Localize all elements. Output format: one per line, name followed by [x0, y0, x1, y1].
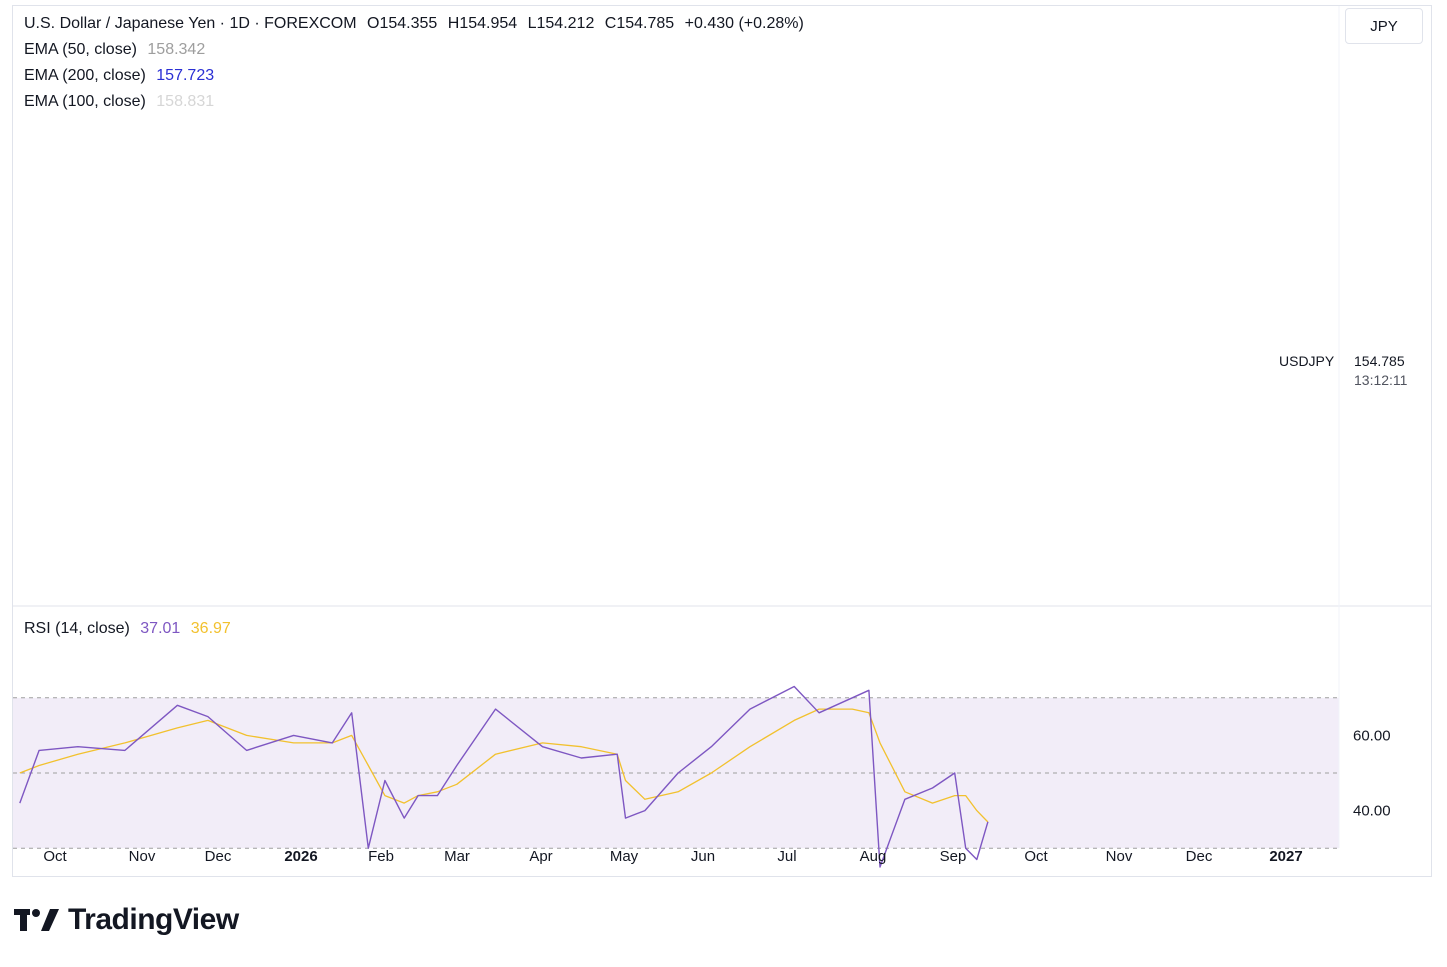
last-price-symbol: USDJPY: [1279, 353, 1335, 369]
chart-canvas[interactable]: 166.000162.000160.000158.000148.000146.0…: [13, 6, 1431, 876]
change-value: +0.430 (+0.28%): [684, 15, 804, 32]
rsi-legend[interactable]: RSI (14, close) 37.01 36.97: [24, 619, 237, 639]
time-axis-label: Nov: [1106, 848, 1133, 865]
time-axis-label: Mar: [444, 848, 470, 865]
chart-frame: 166.000162.000160.000158.000148.000146.0…: [12, 5, 1432, 877]
rsi-scale-label: 40.00: [1353, 803, 1391, 820]
rsi-scale-label: 60.00: [1353, 727, 1391, 744]
time-axis-label: Apr: [529, 848, 552, 865]
time-axis-label: Feb: [368, 848, 394, 865]
ema100-legend[interactable]: EMA (100, close) 158.831: [24, 92, 220, 112]
low-value: L154.212: [527, 15, 595, 32]
ema50-value: 158.342: [147, 41, 206, 58]
ema50-legend[interactable]: EMA (50, close) 158.342: [24, 40, 211, 60]
rsi-line: [19, 685, 989, 868]
ema200-legend[interactable]: EMA (200, close) 157.723: [24, 66, 220, 86]
brand-name: TradingView: [68, 903, 239, 936]
rsi-value: 37.01: [140, 620, 181, 637]
time-axis-label: Jun: [691, 848, 715, 865]
ema100-value: 158.831: [156, 93, 215, 110]
ema100-label: EMA (100, close): [24, 93, 146, 110]
time-axis-label: Dec: [205, 848, 232, 865]
ema200-label: EMA (200, close): [24, 67, 146, 84]
time-axis-label: Sep: [940, 848, 967, 865]
time-axis-label: Dec: [1186, 848, 1213, 865]
close-value: C154.785: [604, 15, 675, 32]
tradingview-logo-icon: [14, 909, 59, 931]
tradingview-logo[interactable]: TradingView: [14, 903, 239, 937]
high-value: H154.954: [447, 15, 518, 32]
rsi-ma-line: [19, 708, 989, 823]
ema200-value: 157.723: [156, 67, 215, 84]
time-axis-label: 2027: [1269, 848, 1302, 865]
last-price-countdown: 13:12:11: [1354, 372, 1408, 388]
rsi-label: RSI (14, close): [24, 620, 130, 637]
rsi-ma-value: 36.97: [190, 620, 231, 637]
time-axis-label: May: [610, 848, 639, 865]
time-axis-label: Nov: [129, 848, 156, 865]
ema50-label: EMA (50, close): [24, 41, 137, 58]
time-axis-label: Aug: [860, 848, 887, 865]
currency-button[interactable]: JPY: [1345, 8, 1423, 44]
time-axis-label: 2026: [284, 848, 317, 865]
symbol-legend: U.S. Dollar / Japanese Yen · 1D · FOREXC…: [24, 14, 810, 34]
time-axis-label: Oct: [1024, 848, 1048, 865]
time-axis-label: Jul: [777, 848, 796, 865]
last-price-value: 154.785: [1354, 353, 1405, 369]
time-axis-label: Oct: [43, 848, 67, 865]
open-value: O154.355: [367, 15, 438, 32]
symbol-title: U.S. Dollar / Japanese Yen · 1D · FOREXC…: [24, 15, 357, 32]
